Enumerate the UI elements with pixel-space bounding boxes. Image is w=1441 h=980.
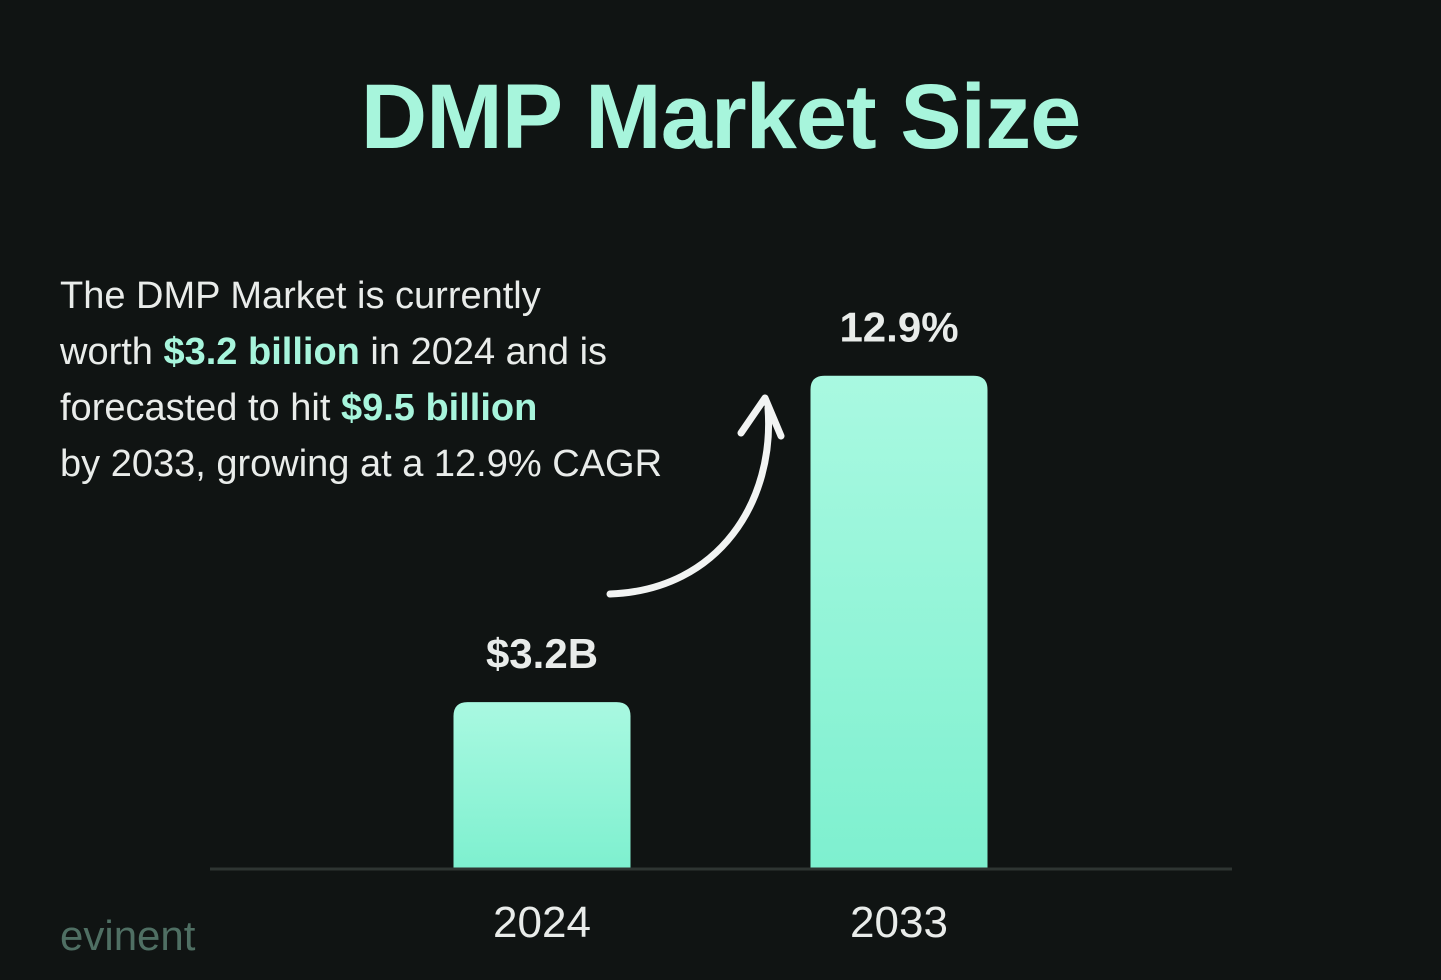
x-tick-label-2033: 2033 bbox=[850, 898, 948, 947]
highlight-2024-value: $3.2 billion bbox=[163, 331, 360, 373]
x-tick-label-2024: 2024 bbox=[493, 898, 591, 947]
data-label-2024: $3.2B bbox=[486, 630, 598, 677]
brand-logo: evinent bbox=[60, 912, 196, 959]
growth-arrow-icon bbox=[606, 394, 785, 598]
bars-group bbox=[453, 375, 988, 868]
description-line-4: by 2033, growing at a 12.9% CAGR bbox=[60, 443, 663, 485]
data-label-2033: 12.9% bbox=[839, 304, 958, 351]
description-line-1: The DMP Market is currently bbox=[60, 275, 541, 317]
bar-2033 bbox=[810, 375, 988, 868]
description-line-3: forecasted to hit $9.5 billion bbox=[60, 380, 760, 436]
labels-group: $3.2B 2024 12.9% 2033 bbox=[486, 304, 959, 947]
description-text: forecasted to hit bbox=[60, 387, 341, 429]
market-description: The DMP Market is currently worth $3.2 b… bbox=[60, 268, 760, 492]
bar-2024 bbox=[453, 702, 631, 868]
description-line-2: worth $3.2 billion in 2024 and is bbox=[60, 324, 760, 380]
description-text: in 2024 and is bbox=[359, 331, 608, 373]
highlight-2033-value: $9.5 billion bbox=[340, 387, 538, 429]
description-text: worth bbox=[60, 331, 164, 373]
chart-title: DMP Market Size bbox=[360, 66, 1082, 168]
